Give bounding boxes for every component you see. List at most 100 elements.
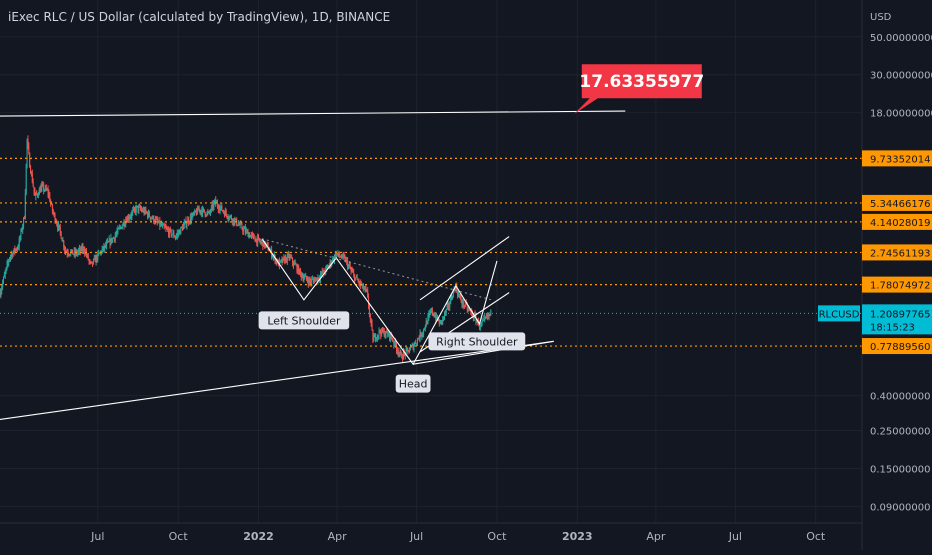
candle-body [353, 272, 355, 275]
pattern-line-hs-pattern[interactable] [261, 238, 498, 366]
trendline-long-support[interactable] [0, 340, 554, 421]
candle-body [388, 331, 390, 336]
candle-body [150, 217, 152, 219]
trendline-neckline-support[interactable] [413, 340, 554, 365]
candle-body [458, 294, 460, 297]
candle-body [234, 219, 236, 223]
candle-body [485, 316, 487, 318]
level-price-label: 2.74561193 [870, 248, 930, 259]
candle-body [437, 320, 439, 322]
candle-body [6, 263, 8, 268]
candle-body [395, 340, 397, 346]
price-axis-tick-label: 30.00000000 [870, 71, 932, 82]
annotation-label-box[interactable] [395, 374, 431, 393]
candle-body [311, 279, 313, 283]
candle-body [485, 316, 487, 318]
candle-body [23, 217, 25, 219]
candle-body [69, 254, 71, 256]
candle-body [127, 217, 129, 223]
candle-body [113, 237, 115, 240]
candle-body [272, 256, 274, 258]
candle-body [458, 294, 460, 296]
trendline-resistance[interactable] [0, 110, 626, 117]
candle-body [211, 204, 213, 207]
candle-body [107, 241, 109, 243]
candle-body [32, 182, 34, 187]
price-axis[interactable] [862, 0, 932, 550]
candle-body [320, 271, 322, 275]
candle-body [44, 187, 46, 190]
symbol-tag[interactable] [818, 305, 860, 322]
candle-body [226, 214, 228, 218]
candle-body [190, 216, 192, 220]
candle-body [439, 321, 441, 325]
candle-body [175, 237, 177, 239]
candle-body [451, 297, 453, 299]
callout-box[interactable] [573, 64, 702, 115]
candle-body [9, 255, 11, 258]
candle-body [2, 277, 4, 283]
candle-body [104, 245, 106, 249]
candle-body [251, 234, 253, 236]
candle-body [264, 244, 266, 247]
candle-body [384, 334, 386, 337]
candle-body [261, 241, 263, 243]
candle-body [127, 217, 129, 220]
candle-body [329, 261, 331, 265]
candle-body [438, 320, 440, 325]
level-price-tag [862, 244, 932, 261]
candle-body [147, 212, 149, 217]
candle-body [478, 325, 480, 327]
symbol-tag-label: RLCUSD [819, 309, 860, 320]
candle-body [160, 223, 162, 226]
time-axis-tick-label: Oct [487, 530, 507, 543]
candle-body [382, 330, 384, 332]
candle-body [163, 224, 165, 227]
candle-body [199, 209, 201, 212]
candle-body [306, 279, 308, 281]
candle-body [276, 259, 278, 264]
candle-body [200, 210, 202, 212]
annotation-label-box[interactable] [258, 311, 350, 330]
candle-body [1, 287, 3, 292]
candle-body [92, 259, 94, 264]
trendline-channel-upper[interactable] [419, 236, 510, 301]
candle-body [298, 266, 300, 274]
candle-body [479, 323, 481, 327]
candle-body [358, 281, 360, 284]
candle-body [285, 257, 287, 263]
candle-body [230, 216, 232, 218]
candle-body [286, 254, 288, 262]
candle-body [156, 219, 158, 222]
candle-body [73, 250, 75, 254]
annotation-label-box[interactable] [428, 332, 526, 351]
level-price-tag [862, 338, 932, 355]
candle-body [443, 316, 445, 318]
candle-body [67, 253, 69, 255]
price-axis-tick-label: 0.09000000 [870, 502, 930, 513]
candle-body [318, 277, 320, 279]
candle-body [440, 320, 442, 322]
candle-body [420, 332, 422, 337]
candle-body [460, 297, 462, 302]
candle-body [361, 283, 363, 285]
candle-body [153, 216, 155, 222]
candle-body [402, 358, 404, 360]
candle-body [182, 227, 184, 230]
candle-body [317, 277, 319, 282]
candle-body [99, 252, 101, 254]
level-price-label: 0.77889560 [870, 342, 930, 353]
candle-body [212, 204, 214, 208]
candle-body [326, 266, 328, 268]
candle-body [452, 289, 454, 298]
candle-body [360, 281, 362, 286]
candle-body [161, 224, 163, 226]
candle-body [422, 333, 424, 335]
candle-body [333, 254, 335, 261]
candle-body [48, 193, 50, 195]
candle-body [204, 212, 206, 216]
candle-body [62, 240, 64, 242]
candle-body [207, 212, 209, 214]
